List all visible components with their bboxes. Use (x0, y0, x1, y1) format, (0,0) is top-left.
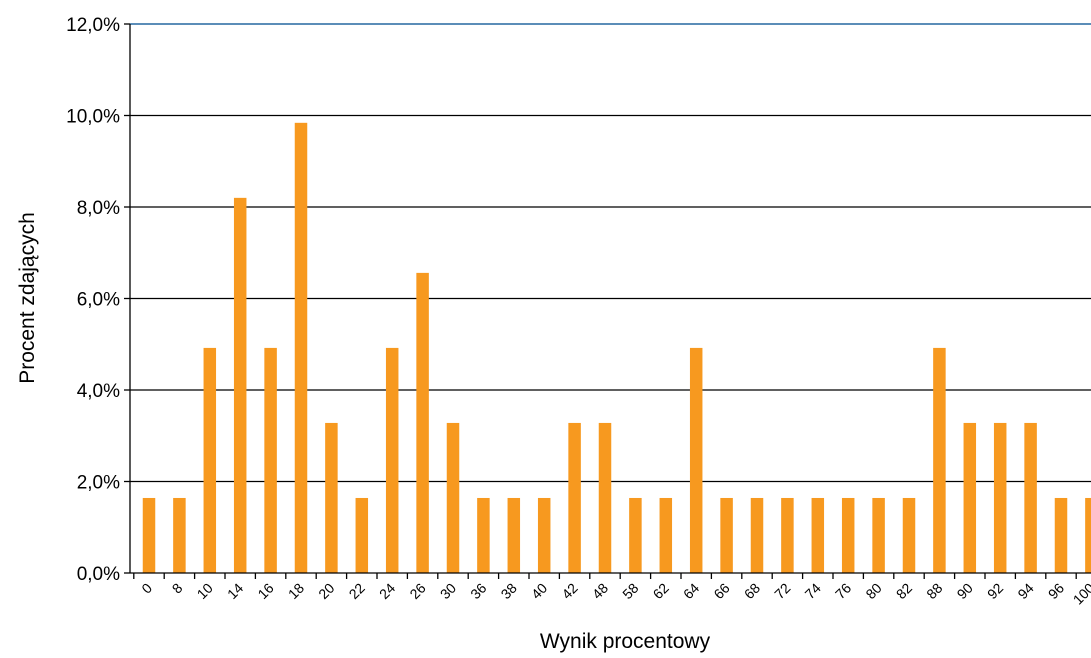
x-tick-label: 16 (254, 580, 276, 602)
x-tick-label: 38 (498, 580, 520, 602)
bar (841, 497, 855, 573)
bar (416, 272, 429, 573)
bar (203, 347, 217, 573)
x-tick-label: 62 (650, 580, 672, 602)
x-tick-label: 36 (467, 580, 489, 602)
x-tick-label: 42 (558, 580, 580, 602)
bar (142, 497, 156, 573)
bar (264, 347, 277, 573)
bar (294, 122, 308, 573)
bar (993, 422, 1007, 573)
x-tick-label: 30 (437, 580, 459, 602)
bar (325, 422, 338, 573)
x-tick-label: 14 (224, 580, 246, 602)
bar (477, 497, 490, 573)
x-tick-label: 96 (1045, 580, 1067, 602)
x-tick-label: 80 (862, 580, 884, 602)
x-tick-label: 22 (346, 580, 368, 602)
x-tick-label: 0 (138, 580, 155, 597)
y-tick-label: 4,0% (77, 381, 120, 402)
x-tick-label: 82 (893, 580, 915, 602)
y-tick-label: 0,0% (77, 564, 120, 585)
bar (1024, 422, 1037, 573)
x-tick-label: 100 (1070, 580, 1091, 608)
bar (811, 497, 825, 573)
bar (598, 422, 612, 573)
y-tick-label: 6,0% (77, 290, 120, 311)
x-tick-label: 40 (528, 580, 550, 602)
x-tick-label: 90 (954, 580, 976, 602)
x-tick-label: 64 (680, 580, 702, 602)
y-tick-label: 8,0% (77, 198, 120, 219)
bar (507, 497, 521, 573)
x-axis-title: Wynik procentowy (540, 630, 711, 653)
bar (537, 497, 551, 573)
bar (933, 347, 946, 573)
x-tick-label: 8 (169, 580, 186, 597)
y-tick-labels: 0,0% 2,0% 4,0% 6,0% 8,0% 10,0% 12,0% (66, 15, 130, 585)
bar (173, 497, 186, 573)
bar (385, 347, 399, 573)
x-tick-label: 92 (984, 580, 1006, 602)
bar (750, 497, 764, 573)
x-tick-label: 24 (376, 580, 398, 602)
x-tick-label: 10 (194, 580, 216, 602)
x-tick-label: 88 (923, 580, 945, 602)
x-tick-label: 20 (315, 580, 337, 602)
bar (568, 422, 581, 573)
y-tick-label: 12,0% (66, 15, 120, 36)
bar (629, 497, 642, 573)
x-tick-label: 66 (710, 580, 732, 602)
y-tick-label: 10,0% (66, 107, 120, 128)
x-tick-label: 26 (406, 580, 428, 602)
bar (963, 422, 977, 573)
x-tick-label: 18 (285, 580, 307, 602)
bar (1085, 497, 1091, 573)
x-tick-label: 58 (619, 580, 641, 602)
bars (142, 122, 1091, 573)
x-tick-label: 94 (1014, 580, 1036, 602)
bar (659, 497, 673, 573)
x-tick-label: 72 (771, 580, 793, 602)
bar (446, 422, 460, 573)
bar (355, 497, 369, 573)
x-tick-label: 48 (589, 580, 611, 602)
y-tick-label: 2,0% (77, 473, 120, 494)
bar (233, 197, 247, 573)
bar (689, 347, 703, 573)
bar (1054, 497, 1068, 573)
x-tick-labels: 0 8 10 14 16 18 20 22 24 26 30 36 38 40 42 48 58 62 64 66 68… (133, 573, 1091, 608)
bar (902, 497, 916, 573)
y-axis-title: Procent zdających (16, 212, 39, 384)
x-tick-label: 74 (802, 580, 824, 602)
bar (872, 497, 885, 573)
x-tick-label: 68 (741, 580, 763, 602)
x-tick-label: 76 (832, 580, 854, 602)
bar (781, 497, 794, 573)
grid-lines (130, 23, 1091, 483)
bar (720, 497, 733, 573)
